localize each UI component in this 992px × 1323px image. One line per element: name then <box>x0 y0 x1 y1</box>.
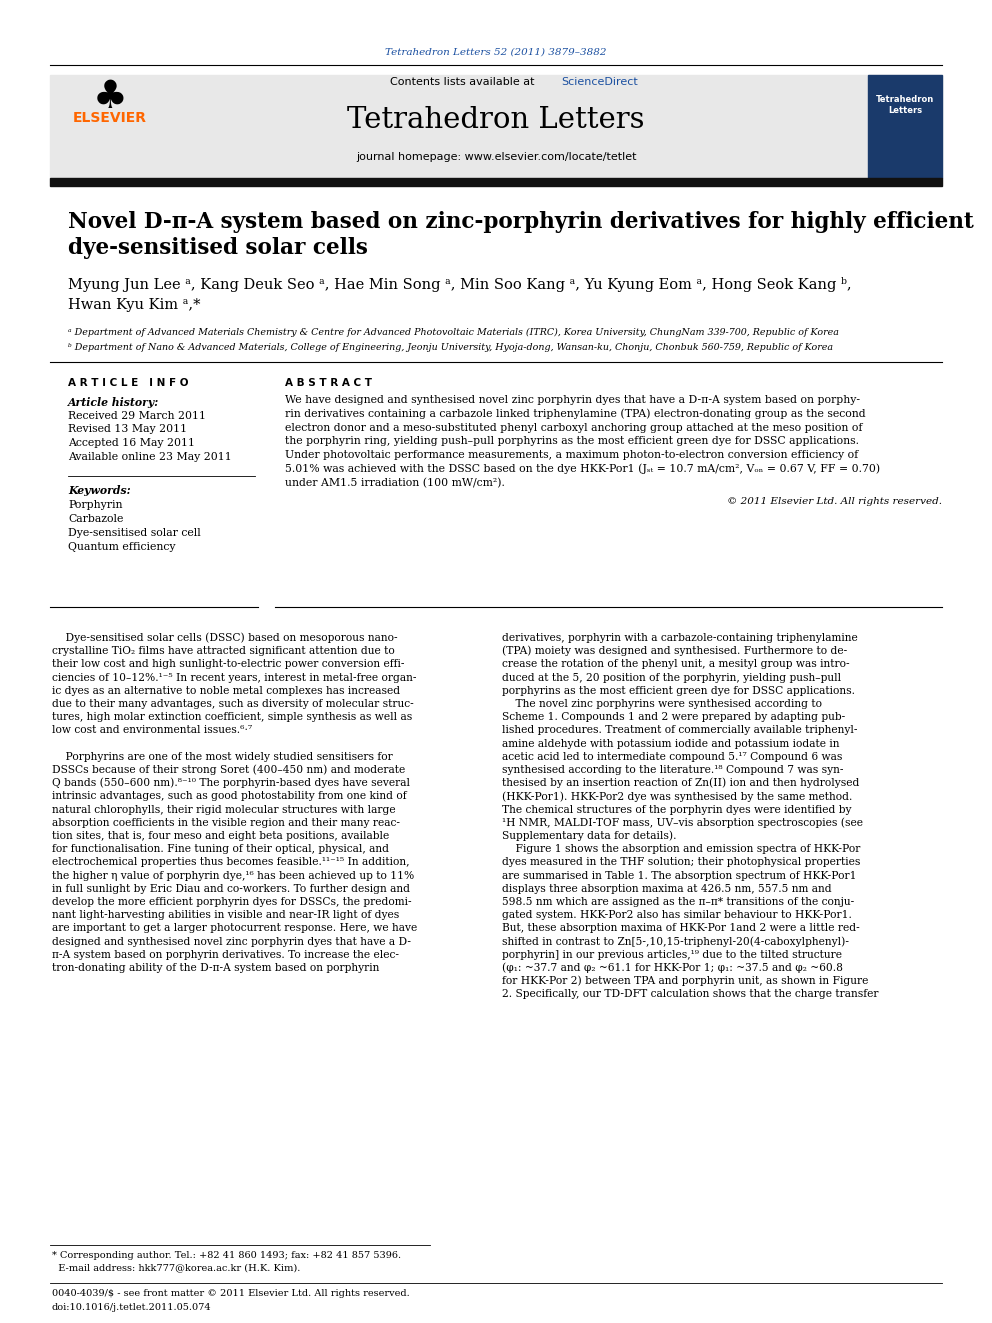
Text: porphyrins as the most efficient green dye for DSSC applications.: porphyrins as the most efficient green d… <box>502 685 855 696</box>
Text: the porphyrin ring, yielding push–pull porphyrins as the most efficient green dy: the porphyrin ring, yielding push–pull p… <box>285 437 859 446</box>
Text: Contents lists available at: Contents lists available at <box>390 77 538 87</box>
Text: displays three absorption maxima at 426.5 nm, 557.5 nm and: displays three absorption maxima at 426.… <box>502 884 831 894</box>
Text: in full sunlight by Eric Diau and co-workers. To further design and: in full sunlight by Eric Diau and co-wor… <box>52 884 410 894</box>
Text: (φ₁: ~37.7 and φ₂ ~61.1 for HKK-Por 1; φ₁: ~37.5 and φ₂ ~60.8: (φ₁: ~37.7 and φ₂ ~61.1 for HKK-Por 1; φ… <box>502 963 843 974</box>
Text: Tetrahedron Letters 52 (2011) 3879–3882: Tetrahedron Letters 52 (2011) 3879–3882 <box>385 48 607 57</box>
Text: Dye-sensitised solar cells (DSSC) based on mesoporous nano-: Dye-sensitised solar cells (DSSC) based … <box>52 632 398 643</box>
Text: (HKK-Por1). HKK-Por2 dye was synthesised by the same method.: (HKK-Por1). HKK-Por2 dye was synthesised… <box>502 791 852 802</box>
Text: porphyrin] in our previous articles,¹⁹ due to the tilted structure: porphyrin] in our previous articles,¹⁹ d… <box>502 950 842 959</box>
Text: Figure 1 shows the absorption and emission spectra of HKK-Por: Figure 1 shows the absorption and emissi… <box>502 844 860 855</box>
Text: journal homepage: www.elsevier.com/locate/tetlet: journal homepage: www.elsevier.com/locat… <box>356 152 636 161</box>
Text: tion sites, that is, four meso and eight beta positions, available: tion sites, that is, four meso and eight… <box>52 831 389 841</box>
Text: Accepted 16 May 2011: Accepted 16 May 2011 <box>68 438 195 448</box>
Text: Revised 13 May 2011: Revised 13 May 2011 <box>68 425 187 434</box>
Text: ScienceDirect: ScienceDirect <box>561 77 638 87</box>
Text: ciencies of 10–12%.¹⁻⁵ In recent years, interest in metal-free organ-: ciencies of 10–12%.¹⁻⁵ In recent years, … <box>52 672 417 683</box>
Text: dyes measured in the THF solution; their photophysical properties: dyes measured in the THF solution; their… <box>502 857 860 868</box>
Text: doi:10.1016/j.tetlet.2011.05.074: doi:10.1016/j.tetlet.2011.05.074 <box>52 1303 211 1311</box>
Text: A R T I C L E   I N F O: A R T I C L E I N F O <box>68 378 188 388</box>
Text: 2. Specifically, our TD-DFT calculation shows that the charge transfer: 2. Specifically, our TD-DFT calculation … <box>502 990 879 999</box>
Text: ♣: ♣ <box>92 78 127 116</box>
Text: ic dyes as an alternative to noble metal complexes has increased: ic dyes as an alternative to noble metal… <box>52 685 400 696</box>
Text: Tetrahedron
Letters: Tetrahedron Letters <box>876 95 934 115</box>
Text: rin derivatives containing a carbazole linked triphenylamine (TPA) electron-dona: rin derivatives containing a carbazole l… <box>285 409 866 419</box>
Text: are important to get a larger photocurrent response. Here, we have: are important to get a larger photocurre… <box>52 923 418 934</box>
Text: under AM1.5 irradiation (100 mW/cm²).: under AM1.5 irradiation (100 mW/cm²). <box>285 478 505 488</box>
Text: electrochemical properties thus becomes feasible.¹¹⁻¹⁵ In addition,: electrochemical properties thus becomes … <box>52 857 410 868</box>
Text: duced at the 5, 20 position of the porphyrin, yielding push–pull: duced at the 5, 20 position of the porph… <box>502 672 841 683</box>
Text: nant light-harvesting abilities in visible and near-IR light of dyes: nant light-harvesting abilities in visib… <box>52 910 399 921</box>
Text: ¹H NMR, MALDI-TOF mass, UV–vis absorption spectroscopies (see: ¹H NMR, MALDI-TOF mass, UV–vis absorptio… <box>502 818 863 828</box>
Text: A B S T R A C T: A B S T R A C T <box>285 378 372 388</box>
Text: ELSEVIER: ELSEVIER <box>73 111 147 124</box>
Text: 0040-4039/$ - see front matter © 2011 Elsevier Ltd. All rights reserved.: 0040-4039/$ - see front matter © 2011 El… <box>52 1289 410 1298</box>
Bar <box>50 179 942 187</box>
Text: Porphyrin: Porphyrin <box>68 500 122 509</box>
Text: 5.01% was achieved with the DSSC based on the dye HKK-Por1 (Jₛₜ = 10.7 mA/cm², V: 5.01% was achieved with the DSSC based o… <box>285 464 880 474</box>
Text: develop the more efficient porphyrin dyes for DSSCs, the predomi-: develop the more efficient porphyrin dye… <box>52 897 412 908</box>
Bar <box>50 75 942 179</box>
Text: Porphyrins are one of the most widely studied sensitisers for: Porphyrins are one of the most widely st… <box>52 751 393 762</box>
Text: thesised by an insertion reaction of Zn(II) ion and then hydrolysed: thesised by an insertion reaction of Zn(… <box>502 778 859 789</box>
Text: Hwan Kyu Kim ᵃ,*: Hwan Kyu Kim ᵃ,* <box>68 298 200 312</box>
Text: crease the rotation of the phenyl unit, a mesityl group was intro-: crease the rotation of the phenyl unit, … <box>502 659 849 669</box>
Text: acetic acid led to intermediate compound 5.¹⁷ Compound 6 was: acetic acid led to intermediate compound… <box>502 751 842 762</box>
Text: for HKK-Por 2) between TPA and porphyrin unit, as shown in Figure: for HKK-Por 2) between TPA and porphyrin… <box>502 976 868 987</box>
Text: Quantum efficiency: Quantum efficiency <box>68 542 176 552</box>
Text: 598.5 nm which are assigned as the π–π* transitions of the conju-: 598.5 nm which are assigned as the π–π* … <box>502 897 854 908</box>
Text: Supplementary data for details).: Supplementary data for details). <box>502 831 677 841</box>
Text: ᵇ Department of Nano & Advanced Materials, College of Engineering, Jeonju Univer: ᵇ Department of Nano & Advanced Material… <box>68 343 833 352</box>
Text: Dye-sensitised solar cell: Dye-sensitised solar cell <box>68 528 200 538</box>
Text: for functionalisation. Fine tuning of their optical, physical, and: for functionalisation. Fine tuning of th… <box>52 844 389 855</box>
Bar <box>868 75 942 179</box>
Text: The novel zinc porphyrins were synthesised according to: The novel zinc porphyrins were synthesis… <box>502 699 822 709</box>
Text: low cost and environmental issues.⁶⋅⁷: low cost and environmental issues.⁶⋅⁷ <box>52 725 252 736</box>
Text: Novel D-π-A system based on zinc-porphyrin derivatives for highly efficient: Novel D-π-A system based on zinc-porphyr… <box>68 210 974 233</box>
Text: amine aldehyde with potassium iodide and potassium iodate in: amine aldehyde with potassium iodide and… <box>502 738 839 749</box>
Text: are summarised in Table 1. The absorption spectrum of HKK-Por1: are summarised in Table 1. The absorptio… <box>502 871 856 881</box>
Text: DSSCs because of their strong Soret (400–450 nm) and moderate: DSSCs because of their strong Soret (400… <box>52 765 406 775</box>
Text: due to their many advantages, such as diversity of molecular struc-: due to their many advantages, such as di… <box>52 699 414 709</box>
Text: the higher η value of porphyrin dye,¹⁶ has been achieved up to 11%: the higher η value of porphyrin dye,¹⁶ h… <box>52 871 415 881</box>
Text: tures, high molar extinction coefficient, simple synthesis as well as: tures, high molar extinction coefficient… <box>52 712 413 722</box>
Text: * Corresponding author. Tel.: +82 41 860 1493; fax: +82 41 857 5396.: * Corresponding author. Tel.: +82 41 860… <box>52 1250 401 1259</box>
Text: electron donor and a meso-substituted phenyl carboxyl anchoring group attached a: electron donor and a meso-substituted ph… <box>285 422 862 433</box>
Text: Under photovoltaic performance measurements, a maximum photon-to-electron conver: Under photovoltaic performance measureme… <box>285 450 858 460</box>
Text: natural chlorophylls, their rigid molecular structures with large: natural chlorophylls, their rigid molecu… <box>52 804 396 815</box>
Text: lished procedures. Treatment of commercially available triphenyl-: lished procedures. Treatment of commerci… <box>502 725 857 736</box>
Text: (TPA) moiety was designed and synthesised. Furthermore to de-: (TPA) moiety was designed and synthesise… <box>502 646 847 656</box>
Text: We have designed and synthesised novel zinc porphyrin dyes that have a D-π-A sys: We have designed and synthesised novel z… <box>285 396 860 405</box>
Text: Tetrahedron Letters: Tetrahedron Letters <box>347 106 645 134</box>
Text: E-mail address: hkk777@korea.ac.kr (H.K. Kim).: E-mail address: hkk777@korea.ac.kr (H.K.… <box>52 1263 301 1273</box>
Text: gated system. HKK-Por2 also has similar behaviour to HKK-Por1.: gated system. HKK-Por2 also has similar … <box>502 910 852 921</box>
Text: absorption coefficients in the visible region and their many reac-: absorption coefficients in the visible r… <box>52 818 400 828</box>
Text: dye-sensitised solar cells: dye-sensitised solar cells <box>68 237 368 259</box>
Text: The chemical structures of the porphyrin dyes were identified by: The chemical structures of the porphyrin… <box>502 804 851 815</box>
Text: Keywords:: Keywords: <box>68 484 131 496</box>
Text: their low cost and high sunlight-to-electric power conversion effi-: their low cost and high sunlight-to-elec… <box>52 659 405 669</box>
Text: Carbazole: Carbazole <box>68 515 123 524</box>
Text: derivatives, porphyrin with a carbazole-containing triphenylamine: derivatives, porphyrin with a carbazole-… <box>502 632 858 643</box>
Text: Received 29 March 2011: Received 29 March 2011 <box>68 411 206 421</box>
Text: © 2011 Elsevier Ltd. All rights reserved.: © 2011 Elsevier Ltd. All rights reserved… <box>727 497 942 507</box>
Text: Myung Jun Lee ᵃ, Kang Deuk Seo ᵃ, Hae Min Song ᵃ, Min Soo Kang ᵃ, Yu Kyung Eom ᵃ: Myung Jun Lee ᵃ, Kang Deuk Seo ᵃ, Hae Mi… <box>68 277 851 291</box>
Text: synthesised according to the literature.¹⁸ Compound 7 was syn-: synthesised according to the literature.… <box>502 765 843 775</box>
Text: intrinsic advantages, such as good photostability from one kind of: intrinsic advantages, such as good photo… <box>52 791 407 802</box>
Text: shifted in contrast to Zn[5-,10,15-triphenyl-20(4-caboxylphenyl)-: shifted in contrast to Zn[5-,10,15-triph… <box>502 937 849 947</box>
Text: ᵃ Department of Advanced Materials Chemistry & Centre for Advanced Photovoltaic : ᵃ Department of Advanced Materials Chemi… <box>68 327 839 336</box>
Text: Available online 23 May 2011: Available online 23 May 2011 <box>68 451 232 462</box>
Text: But, these absorption maxima of HKK-Por 1and 2 were a little red-: But, these absorption maxima of HKK-Por … <box>502 923 860 934</box>
Text: crystalline TiO₂ films have attracted significant attention due to: crystalline TiO₂ films have attracted si… <box>52 646 395 656</box>
Text: designed and synthesised novel zinc porphyrin dyes that have a D-: designed and synthesised novel zinc porp… <box>52 937 411 946</box>
Text: π-A system based on porphyrin derivatives. To increase the elec-: π-A system based on porphyrin derivative… <box>52 950 399 959</box>
Text: Article history:: Article history: <box>68 397 160 407</box>
Text: Scheme 1. Compounds 1 and 2 were prepared by adapting pub-: Scheme 1. Compounds 1 and 2 were prepare… <box>502 712 845 722</box>
Text: Q bands (550–600 nm).⁸⁻¹⁰ The porphyrin-based dyes have several: Q bands (550–600 nm).⁸⁻¹⁰ The porphyrin-… <box>52 778 410 789</box>
Text: tron-donating ability of the D-π-A system based on porphyrin: tron-donating ability of the D-π-A syste… <box>52 963 379 972</box>
